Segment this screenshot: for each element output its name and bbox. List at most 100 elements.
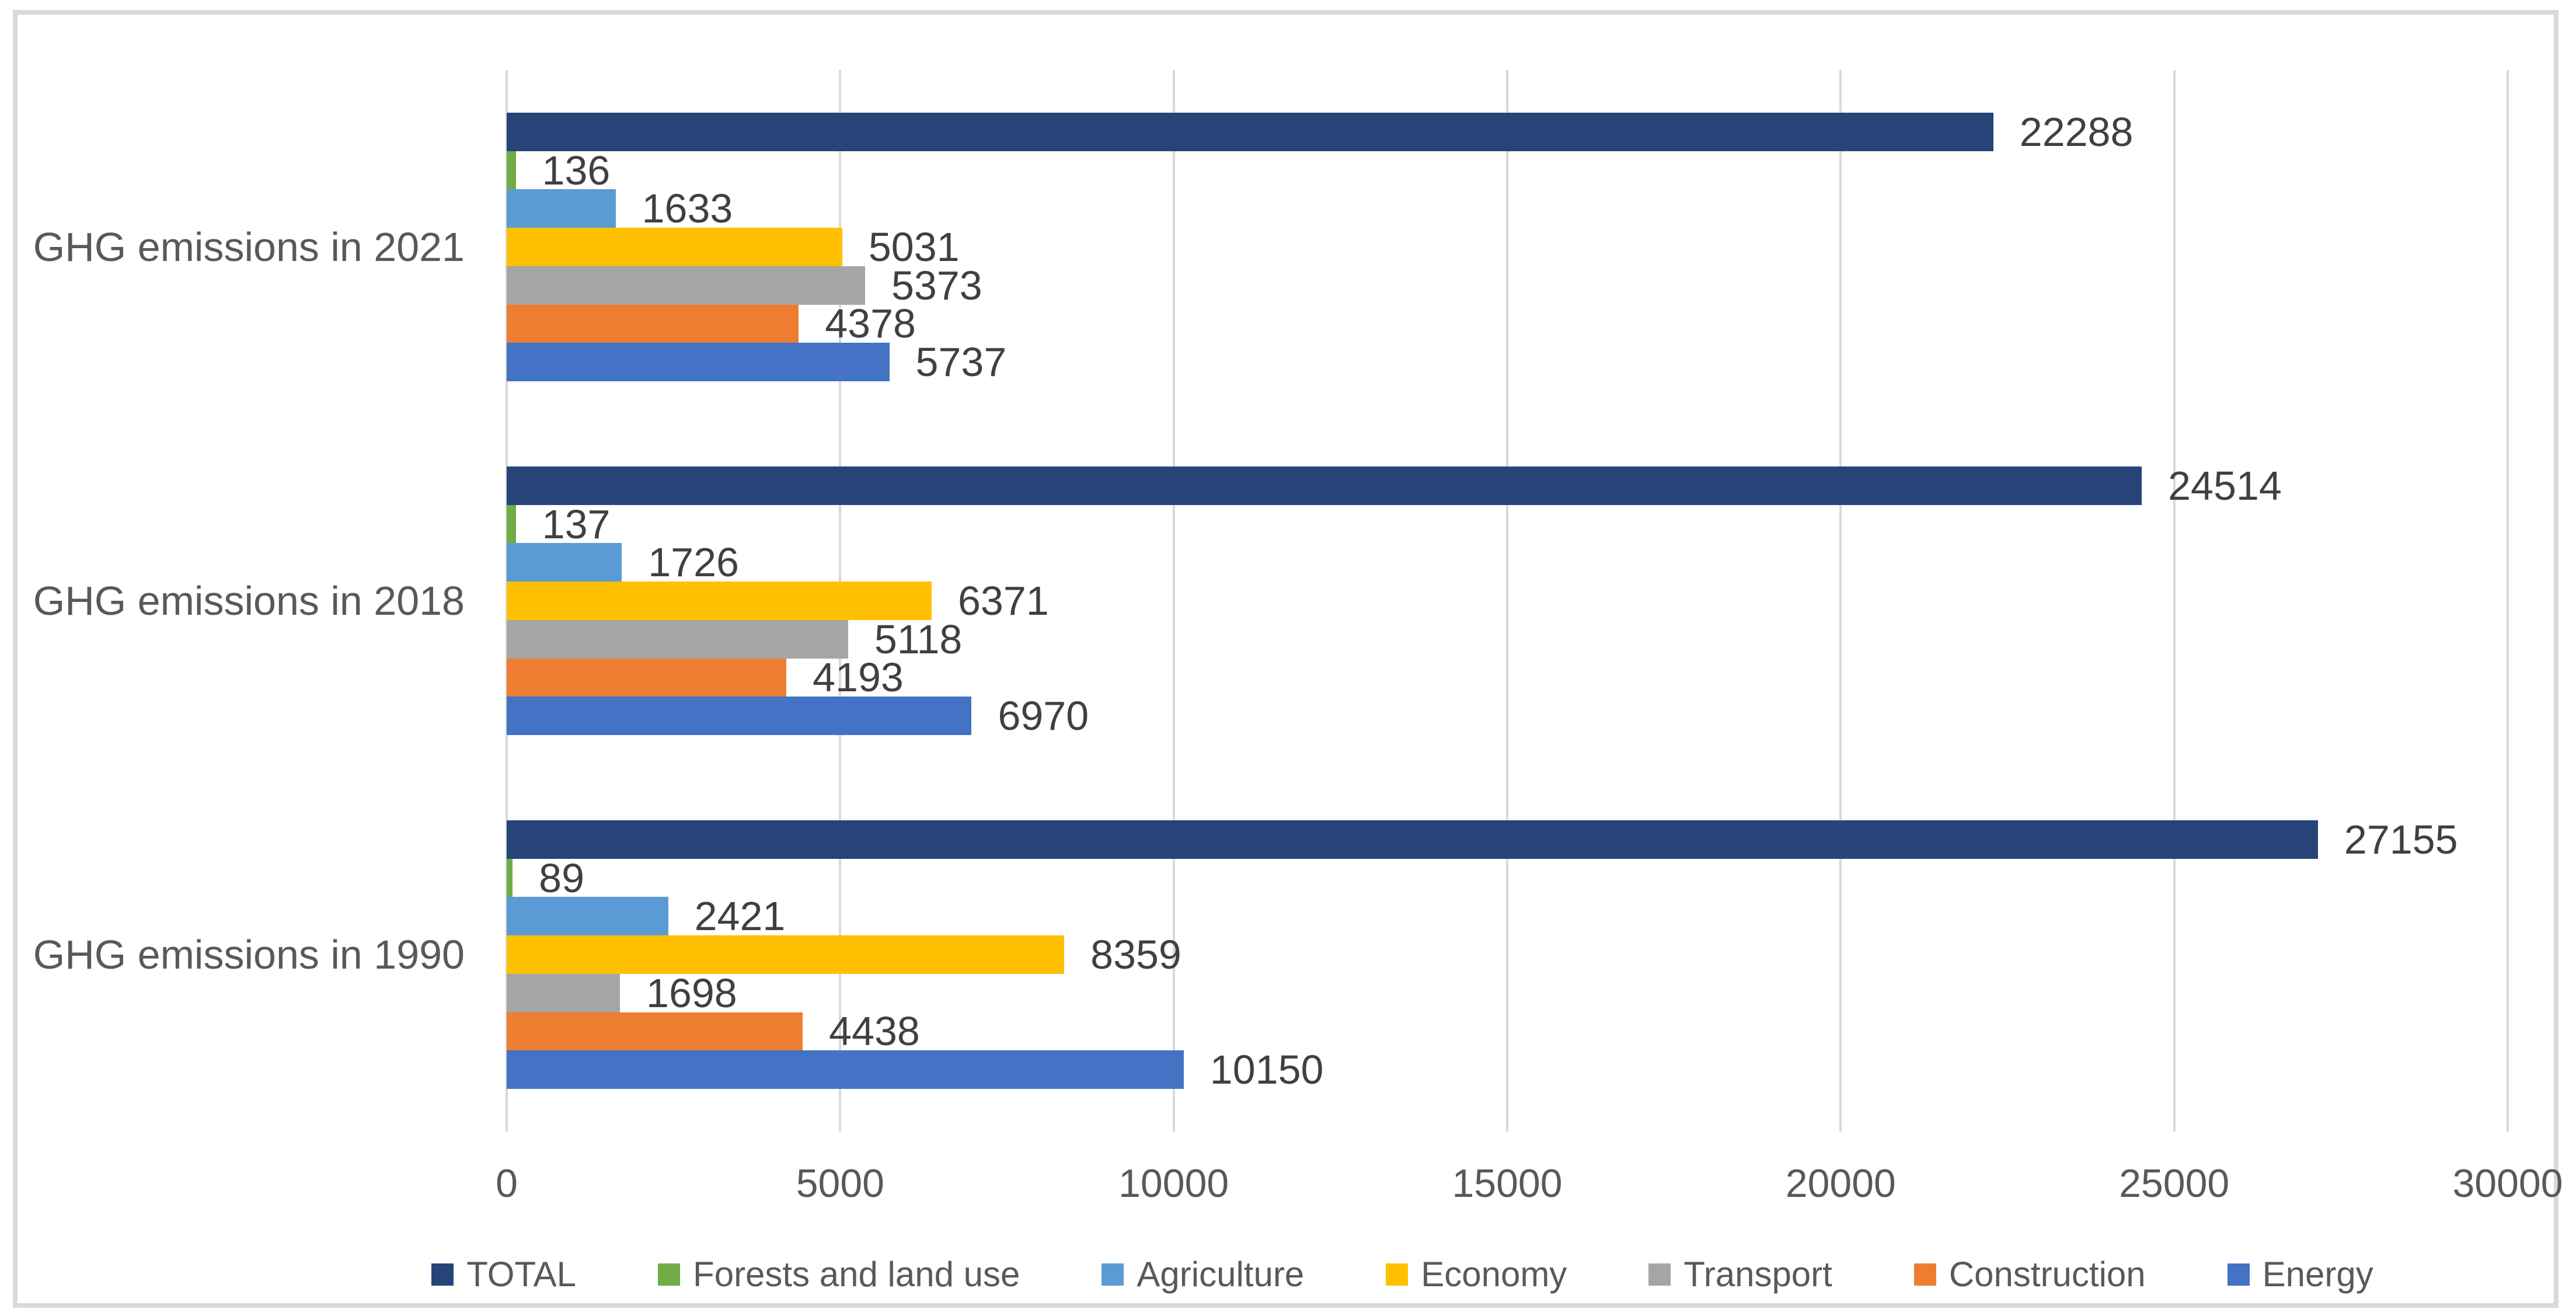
x-axis: 0 5000 10000 15000 20000 25000 30000 <box>496 1161 2563 1216</box>
legend-swatch-icon <box>2227 1263 2250 1286</box>
legend-label: Energy <box>2262 1255 2373 1294</box>
bar-group: 27155 89 2421 8359 1698 4438 10150 <box>507 778 2508 1132</box>
plot-area: 22288 136 1633 5031 5373 4378 5737 24514 137 1726… <box>506 70 2509 1132</box>
bar-row: 1698 <box>507 970 2508 1016</box>
bar-value-label: 2421 <box>694 893 786 939</box>
bar-row: 2421 <box>507 893 2508 939</box>
bar-construction <box>507 304 799 343</box>
legend-swatch-icon <box>431 1263 454 1286</box>
bar-agriculture <box>507 897 668 936</box>
x-tick-label: 25000 <box>2119 1161 2230 1206</box>
bar-value-label: 89 <box>539 855 585 901</box>
bar-value-label: 8359 <box>1090 932 1181 977</box>
bar-row: 5031 <box>507 224 2508 270</box>
bar-energy <box>507 343 890 381</box>
bar-value-label: 1633 <box>642 186 733 232</box>
bar-agriculture <box>507 543 622 582</box>
bar-construction <box>507 658 787 697</box>
bar-value-label: 4378 <box>825 301 916 347</box>
bar-row: 5737 <box>507 342 2508 382</box>
gridline <box>2173 70 2176 1132</box>
bar-row: 27155 <box>507 819 2508 860</box>
bar-transport <box>507 619 848 659</box>
legend: TOTAL Forests and land use Agriculture Econ… <box>274 1240 2530 1310</box>
bar-value-label: 137 <box>542 501 611 547</box>
bar-value-label: 6970 <box>998 693 1089 739</box>
bar-row: 4193 <box>507 654 2508 701</box>
category-label: GHG emissions in 2021 <box>33 224 465 270</box>
bar-group: 24514 137 1726 6371 5118 4193 6970 <box>507 424 2508 778</box>
bar-row: 5373 <box>507 262 2508 308</box>
legend-label: Construction <box>1948 1255 2146 1294</box>
bar-row: 6371 <box>507 578 2508 624</box>
bar-economy <box>507 228 842 266</box>
bar-total <box>507 820 2318 859</box>
gridline <box>1172 70 1175 1132</box>
bar-row: 10150 <box>507 1047 2508 1093</box>
legend-item: Economy <box>1386 1257 1567 1292</box>
x-tick-label: 20000 <box>1785 1161 1896 1206</box>
bar-transport <box>507 973 621 1012</box>
bar-row: 89 <box>507 855 2508 901</box>
bar-row: 5118 <box>507 616 2508 662</box>
legend-item: Agriculture <box>1101 1257 1304 1292</box>
bar-value-label: 1726 <box>648 539 739 586</box>
bar-value-label: 136 <box>542 147 611 193</box>
legend-label: Economy <box>1421 1255 1567 1294</box>
bar-value-label: 6371 <box>957 578 1049 624</box>
legend-swatch-icon <box>658 1263 681 1286</box>
bar-forests-and-land-use <box>507 858 513 897</box>
bar-row: 4438 <box>507 1008 2508 1054</box>
bar-row: 8359 <box>507 932 2508 977</box>
bar-value-label: 1698 <box>646 970 737 1016</box>
legend-swatch-icon <box>1101 1263 1124 1286</box>
bar-value-label: 5031 <box>868 224 960 270</box>
category-axis: GHG emissions in 2021 GHG emissions in 20… <box>18 70 465 1132</box>
bar-row: 4378 <box>507 301 2508 347</box>
legend-item: Forests and land use <box>658 1257 1020 1292</box>
bar-construction <box>507 1012 803 1051</box>
legend-item: TOTAL <box>431 1257 576 1292</box>
bar-row: 1633 <box>507 186 2508 232</box>
gridline <box>1839 70 1842 1132</box>
gridline <box>2507 70 2509 1132</box>
legend-item: Construction <box>1913 1255 2146 1294</box>
bar-value-label: 24514 <box>2168 462 2282 509</box>
bar-row: 22288 <box>507 109 2508 155</box>
bar-energy <box>507 697 972 735</box>
bar-group: 22288 136 1633 5031 5373 4378 5737 <box>507 70 2508 424</box>
bar-value-label: 22288 <box>2019 109 2134 155</box>
legend-item: Transport <box>1648 1257 1832 1292</box>
bar-forests-and-land-use <box>507 504 516 544</box>
category-label: GHG emissions in 1990 <box>33 932 465 977</box>
category-label: GHG emissions in 2018 <box>33 578 465 624</box>
bar-row: 24514 <box>507 462 2508 509</box>
bar-value-label: 5118 <box>874 616 963 662</box>
legend-swatch-icon <box>1913 1263 1936 1286</box>
bar-value-label: 10150 <box>1209 1047 1324 1093</box>
bar-value-label: 5373 <box>891 262 982 308</box>
bar-economy <box>507 935 1065 974</box>
x-tick-label: 5000 <box>796 1161 884 1206</box>
bar-energy <box>507 1050 1184 1089</box>
bar-total <box>507 113 1993 151</box>
x-tick-label: 10000 <box>1118 1161 1229 1206</box>
bar-total <box>507 466 2142 505</box>
bar-row: 1726 <box>507 539 2508 586</box>
chart-frame: GHG emissions in 2021 GHG emissions in 20… <box>13 10 2563 1310</box>
bar-row: 137 <box>507 501 2508 547</box>
bar-economy <box>507 582 932 620</box>
bar-transport <box>507 266 865 305</box>
bar-value-label: 4193 <box>813 654 904 701</box>
legend-label: TOTAL <box>466 1255 577 1294</box>
bar-value-label: 4438 <box>829 1008 920 1054</box>
legend-label: Forests and land use <box>693 1255 1020 1294</box>
legend-item: Energy <box>2227 1255 2373 1294</box>
bar-forests-and-land-use <box>507 151 516 190</box>
x-tick-label: 30000 <box>2452 1161 2563 1206</box>
x-tick-label: 0 <box>496 1161 518 1206</box>
bar-row: 6970 <box>507 693 2508 739</box>
bar-row: 136 <box>507 147 2508 193</box>
bar-agriculture <box>507 189 616 228</box>
